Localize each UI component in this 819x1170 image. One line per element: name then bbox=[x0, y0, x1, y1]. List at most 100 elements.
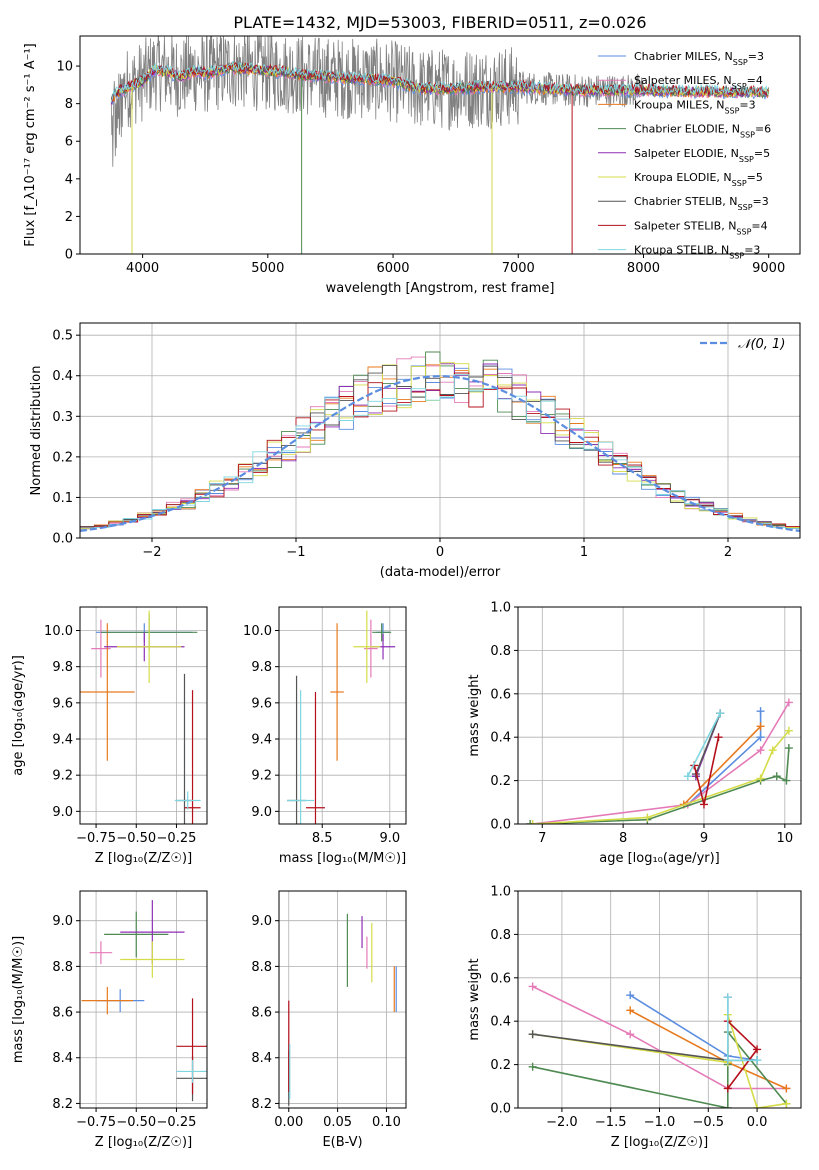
y-tick-label: 0.2 bbox=[490, 774, 511, 789]
weight-lines bbox=[526, 698, 793, 824]
weight-marker-chabrier_miles bbox=[756, 707, 765, 716]
legend-label-suffix: =3 bbox=[753, 195, 769, 208]
weight-line-kroupa_elodie bbox=[532, 730, 790, 824]
panel-weight-vs-Z: −2.0 −1.5 −1.0 −0.5 0.0 0.0 0.2 0.4 0.6 0.8 1.0 Z [… bbox=[467, 885, 802, 1150]
legend-label-sub: SSP bbox=[724, 106, 739, 115]
weight-marker-kroupa_miles bbox=[782, 1084, 791, 1093]
legend-label-suffix: =6 bbox=[755, 123, 771, 136]
weight-marker-salpeter_stelib bbox=[723, 1084, 732, 1093]
weight-marker-kroupa_elodie bbox=[784, 726, 793, 735]
weight-marker-chabrier_elodie bbox=[784, 744, 793, 753]
x-tick-label: 7000 bbox=[502, 261, 535, 276]
y-axis-label: mass weight bbox=[467, 674, 482, 756]
x-tick-label: 1 bbox=[580, 545, 588, 560]
weight-marker-kroupa_elodie bbox=[782, 1099, 791, 1108]
legend-label-main: Chabrier STELIB, N bbox=[634, 195, 738, 208]
axes-frame bbox=[278, 606, 407, 825]
x-axis-label: age [log₁₀(age/yr)] bbox=[599, 851, 720, 866]
weight-marker-salpeter_stelib bbox=[714, 733, 723, 742]
weight-line-kroupa_miles bbox=[683, 725, 762, 806]
x-tick-label: −0.75 bbox=[76, 1115, 116, 1130]
y-tick-label: 8.2 bbox=[52, 1097, 73, 1112]
legend-label-suffix: =3 bbox=[748, 50, 764, 63]
axes-frame bbox=[517, 606, 802, 825]
panel-age-vs-mass: 8.5 9.0 9.0 9.2 9.4 9.6 9.8 10.0 mass [log₁₀(M/M… bbox=[243, 606, 407, 866]
y-axis-label: age [log₁₀(age/yr)] bbox=[11, 655, 26, 776]
x-tick-label: −1.5 bbox=[595, 1115, 627, 1130]
x-tick-label: −0.5 bbox=[693, 1115, 725, 1130]
y-tick-label: 0.0 bbox=[52, 532, 73, 547]
legend-label-sub: SSP bbox=[732, 179, 747, 188]
y-tick-label: 1.0 bbox=[490, 601, 511, 616]
weight-marker-kroupa_stelib bbox=[723, 993, 732, 1002]
y-tick-label: 8.6 bbox=[52, 1006, 73, 1021]
y-tick-label: 9.6 bbox=[52, 696, 73, 711]
legend-label-main: Chabrier MILES, N bbox=[634, 50, 733, 63]
x-tick-label: 9.0 bbox=[379, 831, 400, 846]
y-tick-label: 6 bbox=[65, 135, 73, 150]
legend-label-chabrier_elodie: Chabrier ELODIE, NSSP=6 bbox=[634, 123, 771, 140]
x-axis-label: (data-model)/error bbox=[380, 565, 501, 580]
legend-label-kroupa_stelib: Kroupa STELIB, NSSP=3 bbox=[634, 244, 760, 261]
model-spectrum-chabrier_stelib bbox=[110, 61, 770, 100]
y-tick-label: 8.6 bbox=[251, 1006, 272, 1021]
y-tick-label: 8.4 bbox=[251, 1051, 272, 1066]
weight-marker-kroupa_elodie bbox=[756, 774, 765, 783]
legend-label-sub: SSP bbox=[739, 154, 754, 163]
errorbars bbox=[287, 610, 396, 824]
weight-marker-chabrier_elodie bbox=[723, 1104, 732, 1108]
x-axis-label: Z [log₁₀(Z/Z☉)] bbox=[95, 1135, 192, 1150]
weight-line-chabrier_elodie bbox=[530, 747, 790, 824]
y-tick-label: 8 bbox=[65, 97, 73, 112]
y-tick-label: 9.4 bbox=[52, 733, 73, 748]
panel-weight-vs-age: 7 8 9 10 0.0 0.2 0.4 0.6 0.8 1.0 age [log₁₀(age/yr… bbox=[467, 601, 802, 866]
y-tick-label: 8.8 bbox=[52, 960, 73, 975]
y-tick-label: 9.8 bbox=[52, 660, 73, 675]
weight-marker-kroupa_miles bbox=[756, 722, 765, 731]
y-tick-label: 0 bbox=[65, 248, 73, 263]
weight-marker-salpeter_miles bbox=[784, 698, 793, 707]
weight-marker-salpeter_miles bbox=[626, 1030, 635, 1039]
legend-label-sub: SSP bbox=[740, 130, 755, 139]
y-tick-label: 8.4 bbox=[52, 1051, 73, 1066]
weight-marker-chabrier_elodie bbox=[772, 772, 781, 781]
y-tick-label: 0.2 bbox=[52, 450, 73, 465]
y-tick-label: 0.6 bbox=[490, 971, 511, 986]
y-tick-label: 9.0 bbox=[52, 805, 73, 820]
y-tick-label: 8.8 bbox=[251, 960, 272, 975]
legend-label-main: Kroupa MILES, N bbox=[634, 98, 724, 111]
errorbars bbox=[288, 913, 397, 1106]
weight-marker-salpeter_miles bbox=[528, 982, 537, 991]
model-spectrum-kroupa_stelib bbox=[110, 61, 769, 103]
y-axis-label: mass weight bbox=[467, 958, 482, 1040]
weight-marker-kroupa_elodie bbox=[528, 820, 537, 824]
panels: 4000 5000 6000 7000 8000 90000246810wavelengt… bbox=[11, 35, 802, 1150]
weight-marker-kroupa_stelib bbox=[683, 772, 692, 781]
x-tick-label: −0.25 bbox=[157, 831, 197, 846]
weight-marker-salpeter_stelib bbox=[699, 800, 708, 809]
x-tick-label: 8.5 bbox=[312, 831, 333, 846]
x-tick-label: 9 bbox=[700, 831, 708, 846]
x-tick-label: −0.25 bbox=[157, 1115, 197, 1130]
x-tick-label: 0 bbox=[436, 545, 444, 560]
x-tick-label: 2 bbox=[724, 545, 732, 560]
y-tick-label: 9.0 bbox=[52, 914, 73, 929]
y-tick-label: 0.0 bbox=[490, 1102, 511, 1117]
weight-marker-kroupa_elodie bbox=[753, 1104, 762, 1108]
legend-label-sub: SSP bbox=[738, 203, 753, 212]
panel-age-vs-Z: −0.75 −0.50 −0.25 9.0 9.2 9.4 9.6 9.8 10.0 Z [log… bbox=[11, 606, 208, 866]
y-tick-label: 9.2 bbox=[52, 769, 73, 784]
x-tick-label: 5000 bbox=[251, 261, 284, 276]
y-tick-label: 0.2 bbox=[490, 1058, 511, 1073]
x-axis-label: E(B-V) bbox=[322, 1135, 362, 1150]
weight-marker-chabrier_elodie bbox=[782, 776, 791, 785]
x-tick-label: −0.75 bbox=[76, 831, 116, 846]
y-tick-label: 1.0 bbox=[490, 885, 511, 900]
x-tick-label: 7 bbox=[538, 831, 546, 846]
y-tick-label: 9.2 bbox=[251, 769, 272, 784]
legend-label-chabrier_miles: Chabrier MILES, NSSP=3 bbox=[634, 50, 764, 67]
y-tick-label: 0.4 bbox=[490, 1015, 511, 1030]
y-tick-label: 0.5 bbox=[52, 329, 73, 344]
x-tick-label: −1.0 bbox=[644, 1115, 676, 1130]
